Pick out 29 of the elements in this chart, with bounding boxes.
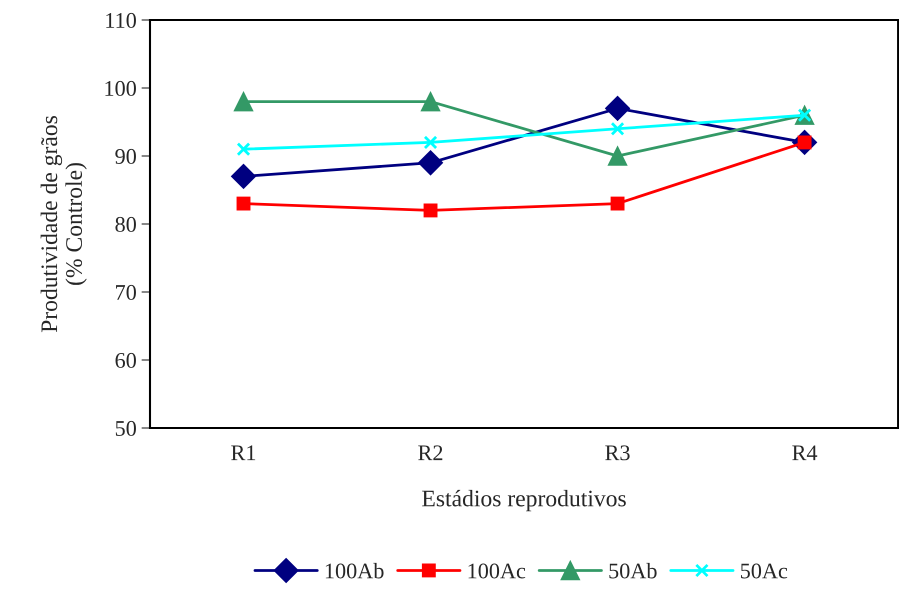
point <box>610 196 625 211</box>
point <box>420 92 440 112</box>
y-tick-label: 60 <box>116 352 136 368</box>
y-axis-title: Produtividade de grãos (% Controle) <box>40 116 87 332</box>
y-tick-label: 50 <box>116 420 136 436</box>
point <box>234 92 254 112</box>
x-tick-label: R3 <box>605 445 630 460</box>
legend-label: 50Ac <box>740 563 788 578</box>
point <box>610 122 625 136</box>
point <box>605 96 630 121</box>
point <box>236 142 250 156</box>
x-tick-label: R1 <box>231 445 256 460</box>
point <box>424 203 438 218</box>
y-tick-label: 80 <box>115 216 136 232</box>
x-tick-label: R2 <box>418 445 442 460</box>
point <box>236 196 250 211</box>
y-tick-label: 100 <box>105 80 136 96</box>
x-tick-label: R4 <box>792 445 818 460</box>
y-tick-label: 70 <box>116 284 136 300</box>
legend-label: 50Ab <box>609 562 657 578</box>
y-tick-label: 90 <box>115 148 136 164</box>
point <box>418 150 444 176</box>
legend-label: 100Ac <box>468 563 526 578</box>
point <box>424 135 438 150</box>
point <box>608 146 628 166</box>
legend-label: 100Ab <box>326 562 384 578</box>
y-tick-label: 110 <box>106 12 136 28</box>
x-axis-title: Estádios reprodutivos <box>422 490 626 512</box>
point <box>231 164 256 189</box>
